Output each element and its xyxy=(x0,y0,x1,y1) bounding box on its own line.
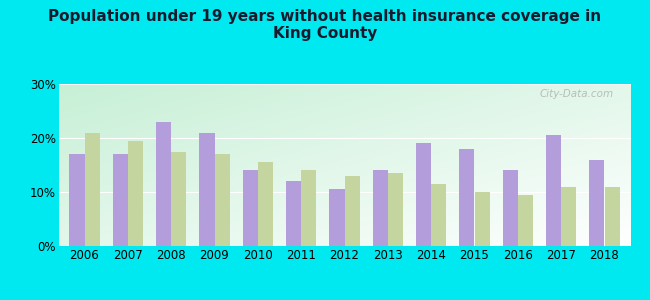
Bar xyxy=(590,160,605,246)
Legend: King County, Texas average: King County, Texas average xyxy=(225,298,464,300)
Bar xyxy=(70,154,84,246)
Bar xyxy=(330,189,344,246)
Bar xyxy=(112,154,128,246)
Bar xyxy=(460,149,474,246)
Bar xyxy=(344,176,359,246)
Bar xyxy=(286,181,301,246)
Bar xyxy=(502,170,518,246)
Bar xyxy=(200,133,214,246)
Bar xyxy=(128,141,143,246)
Bar xyxy=(604,187,619,246)
Bar xyxy=(474,192,489,246)
Bar xyxy=(214,154,229,246)
Bar xyxy=(171,152,187,246)
Bar xyxy=(431,184,447,246)
Bar xyxy=(372,170,388,246)
Text: City-Data.com: City-Data.com xyxy=(540,89,614,99)
Bar xyxy=(518,195,533,246)
Bar xyxy=(561,187,577,246)
Bar xyxy=(156,122,171,246)
Bar xyxy=(416,143,431,246)
Bar xyxy=(258,162,273,246)
Bar xyxy=(242,170,258,246)
Bar xyxy=(388,173,403,246)
Bar xyxy=(301,170,317,246)
Bar xyxy=(84,133,99,246)
Bar xyxy=(546,135,561,246)
Text: Population under 19 years without health insurance coverage in
King County: Population under 19 years without health… xyxy=(49,9,601,41)
